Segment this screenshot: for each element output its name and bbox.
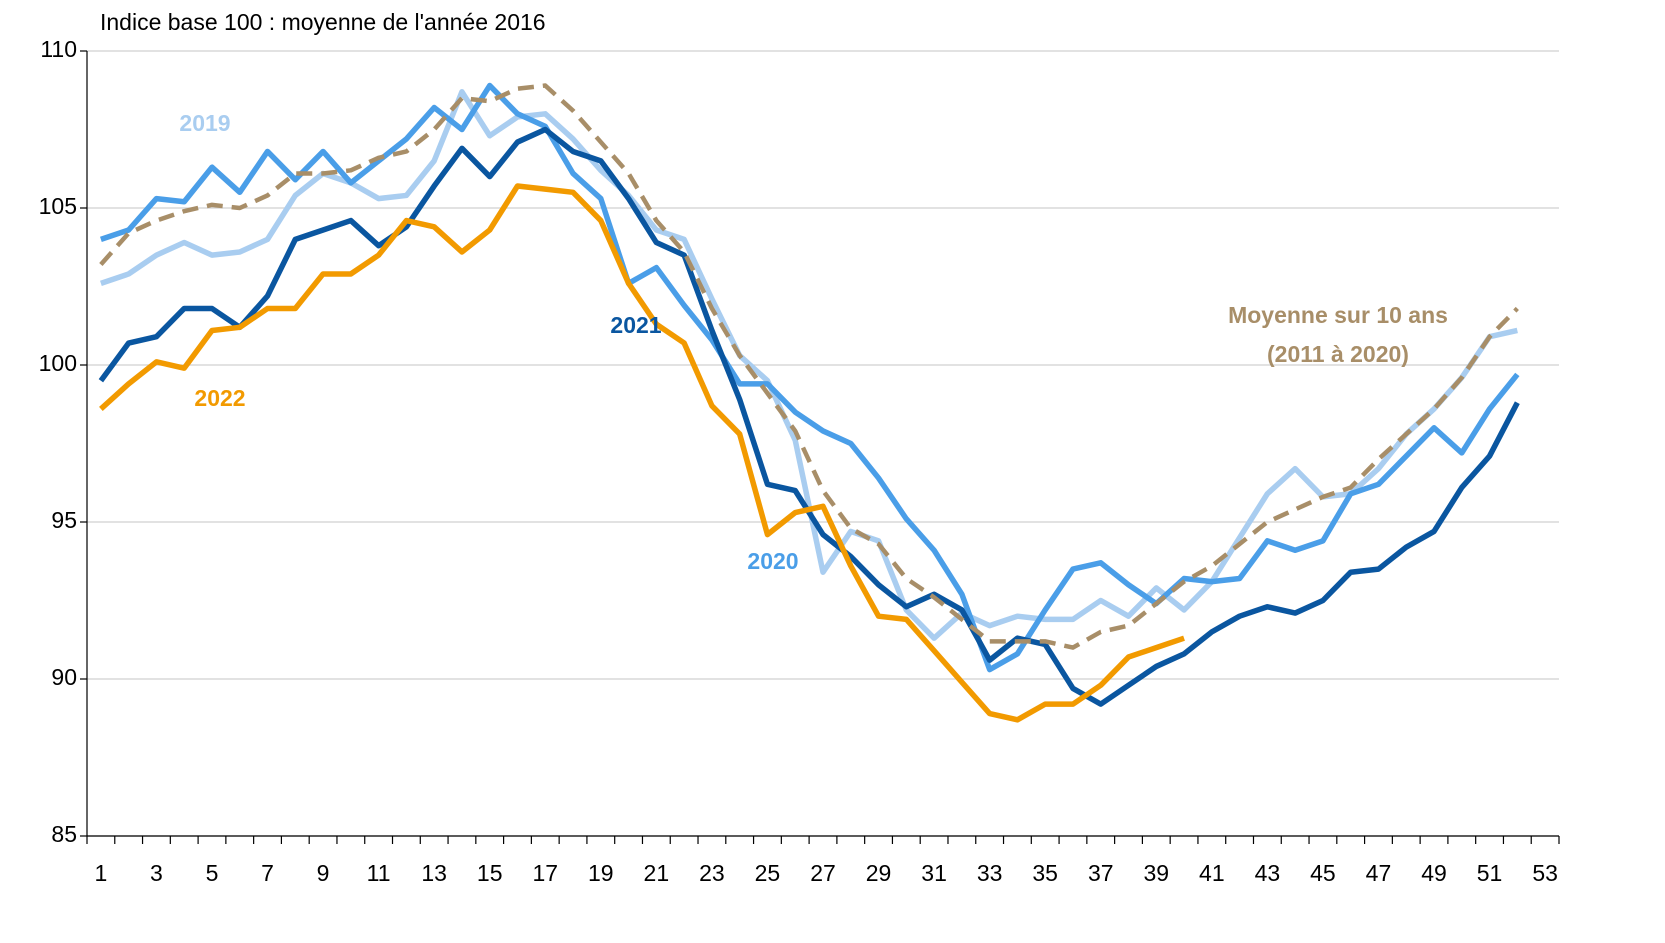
series-line bbox=[98, 126, 1520, 707]
series-label: 2020 bbox=[747, 548, 798, 574]
x-tick-label: 45 bbox=[1310, 860, 1336, 886]
y-tick-label: 100 bbox=[39, 350, 77, 376]
chart-subtitle: Indice base 100 : moyenne de l'année 201… bbox=[100, 9, 546, 35]
x-tick-label: 23 bbox=[699, 860, 725, 886]
x-tick-label: 35 bbox=[1032, 860, 1058, 886]
y-tick-label: 85 bbox=[51, 821, 77, 847]
x-tick-label: 3 bbox=[150, 860, 163, 886]
x-tick-label: 19 bbox=[588, 860, 614, 886]
series-line bbox=[100, 89, 1518, 641]
x-tick-label: 15 bbox=[477, 860, 503, 886]
x-tick-label: 51 bbox=[1477, 860, 1503, 886]
x-tick-label: 49 bbox=[1421, 860, 1447, 886]
x-tick-label: 9 bbox=[317, 860, 330, 886]
x-tick-label: 17 bbox=[532, 860, 558, 886]
series-line bbox=[100, 82, 1520, 673]
y-tick-label: 90 bbox=[51, 664, 77, 690]
series-label: Moyenne sur 10 ans (2011 à 2020) bbox=[1228, 302, 1448, 367]
series-line bbox=[99, 183, 1185, 723]
x-tick-label: 31 bbox=[921, 860, 947, 886]
series-line bbox=[99, 83, 1519, 650]
x-tick-label: 39 bbox=[1143, 860, 1169, 886]
x-tick-label: 37 bbox=[1088, 860, 1114, 886]
x-tick-label: 53 bbox=[1532, 860, 1558, 886]
x-tick-label: 43 bbox=[1255, 860, 1281, 886]
x-tick-label: 1 bbox=[94, 860, 107, 886]
x-tick-label: 13 bbox=[421, 860, 447, 886]
x-tick-label: 5 bbox=[206, 860, 219, 886]
x-tick-label: 11 bbox=[367, 860, 391, 886]
x-tick-label: 7 bbox=[261, 860, 274, 886]
x-tick-label: 25 bbox=[755, 860, 781, 886]
x-tick-label: 33 bbox=[977, 860, 1003, 886]
x-tick-label: 41 bbox=[1199, 860, 1225, 886]
x-tick-label: 21 bbox=[644, 860, 670, 886]
series-label: 2019 bbox=[179, 110, 230, 136]
y-tick-label: 95 bbox=[51, 507, 77, 533]
series-label: 2022 bbox=[194, 385, 245, 411]
series-label: 2021 bbox=[610, 312, 661, 338]
y-tick-label: 105 bbox=[39, 193, 77, 219]
y-tick-label: 110 bbox=[40, 36, 77, 62]
x-tick-label: 29 bbox=[866, 860, 892, 886]
x-tick-label: 47 bbox=[1366, 860, 1392, 886]
x-tick-label: 27 bbox=[810, 860, 836, 886]
